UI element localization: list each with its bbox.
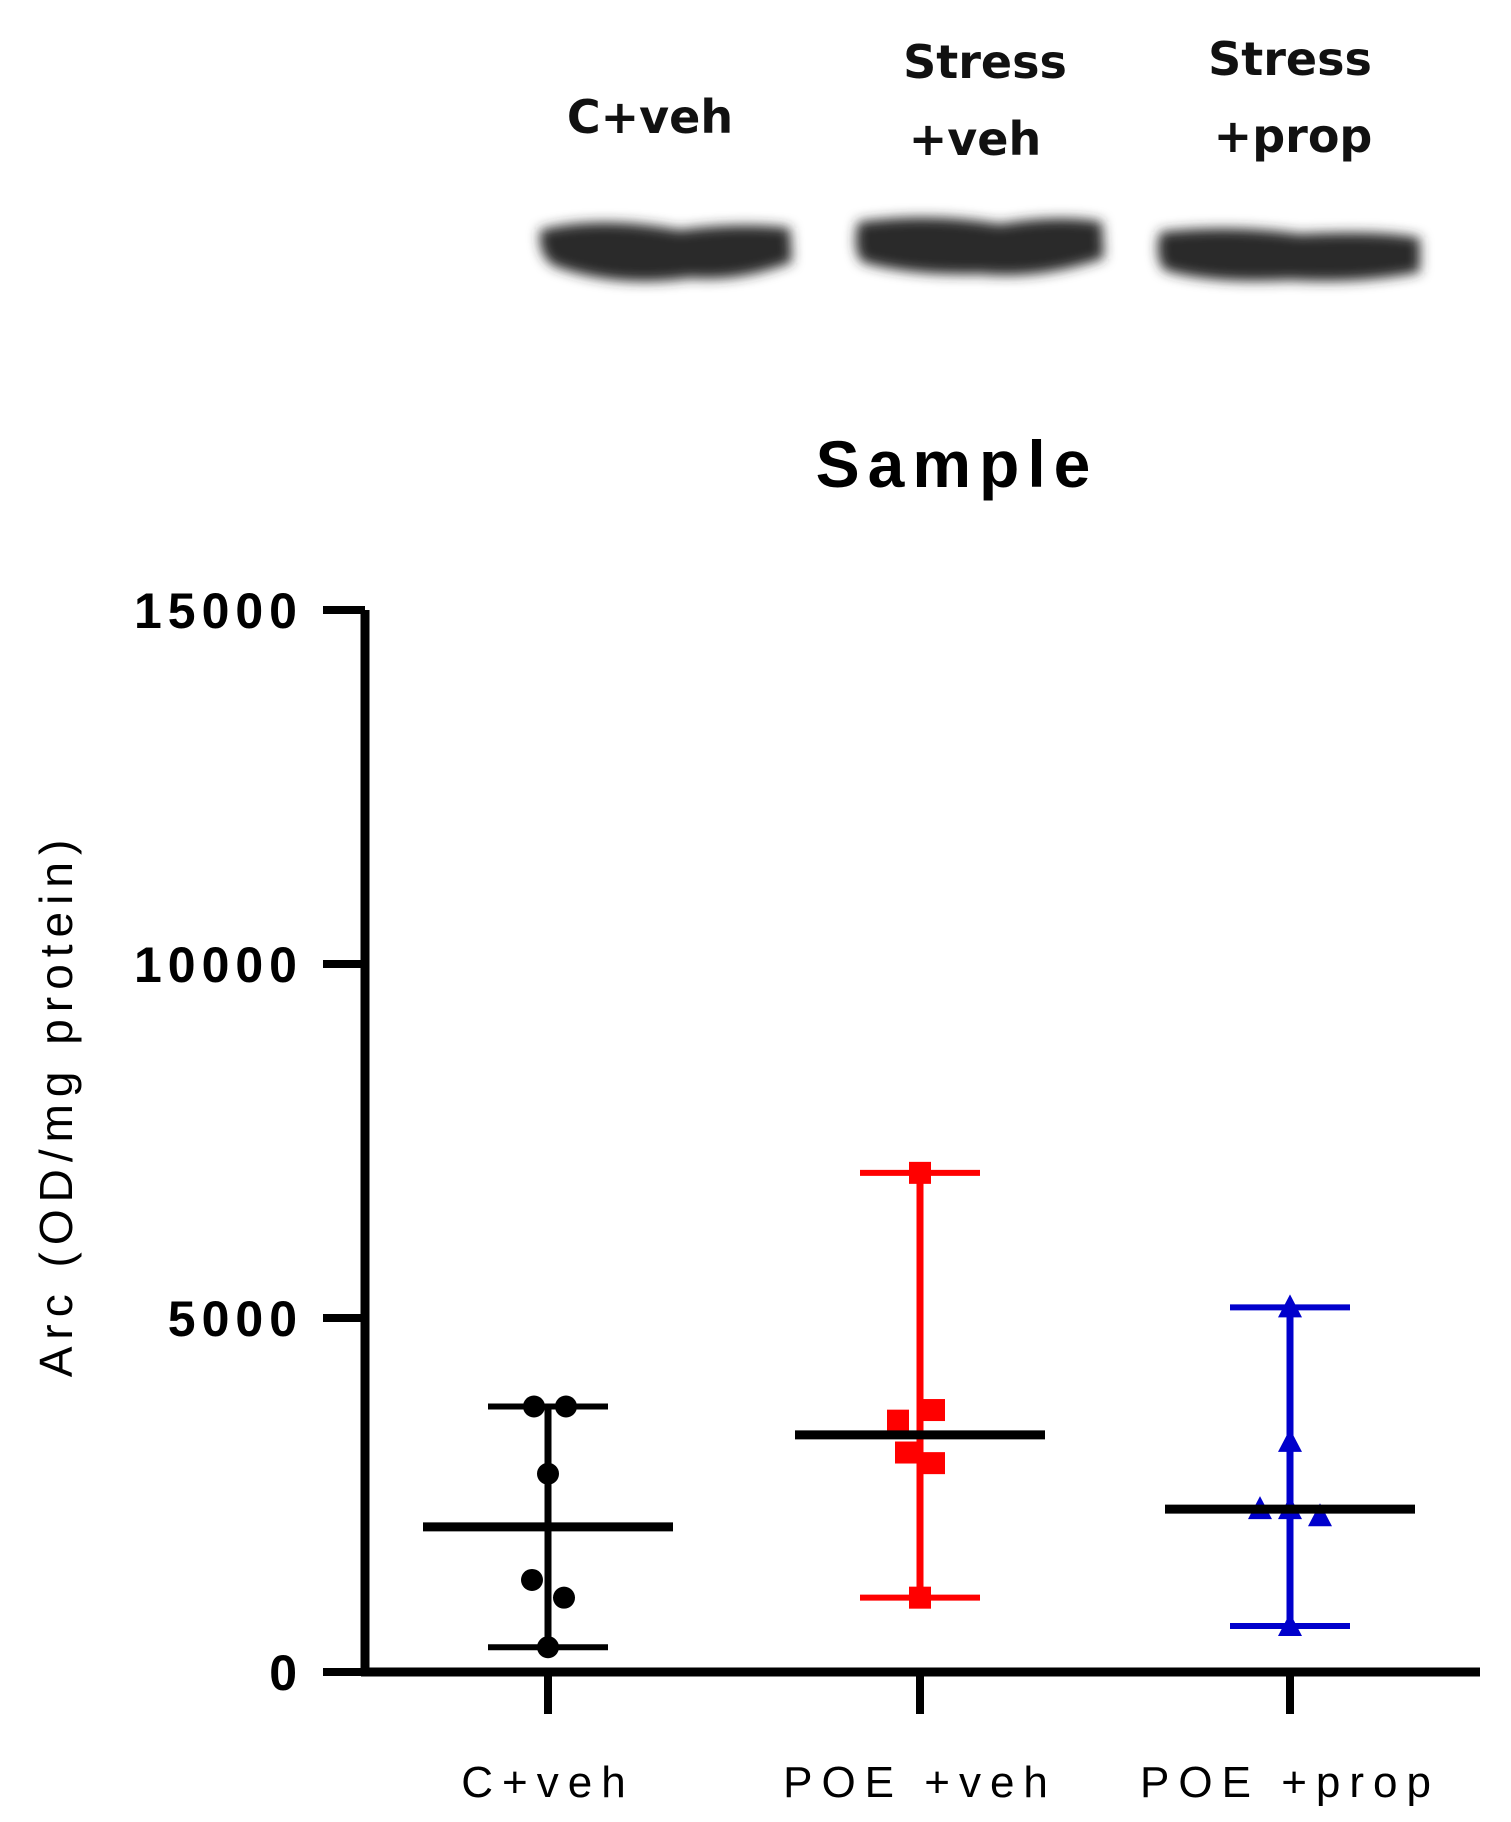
data-point-1-2 — [555, 1395, 577, 1418]
data-point-2-6 — [909, 1586, 931, 1609]
blot-band-1 — [539, 222, 792, 282]
data-point-2-4 — [895, 1441, 917, 1464]
chart-title: Sample — [816, 427, 1099, 501]
series-2 — [795, 1161, 1045, 1609]
data-point-2-3 — [887, 1409, 909, 1432]
data-point-3-2 — [1278, 1428, 1302, 1452]
x-tick-label-1: C+veh — [461, 1758, 634, 1807]
x-tick-label-2: POE +veh — [783, 1758, 1057, 1807]
data-point-1-5 — [553, 1586, 575, 1609]
blot-lane-1-label-line-1: C+veh — [567, 90, 733, 144]
blot-bands — [539, 217, 1420, 282]
blot-lane-2-label-line-2: +veh — [909, 112, 1041, 166]
series-1 — [423, 1395, 673, 1659]
data-point-1-1 — [523, 1395, 545, 1418]
blot-lane-3-label-line-1: Stress — [1208, 32, 1372, 86]
data-point-3-5 — [1308, 1503, 1332, 1527]
blot-lane-2-label-line-1: Stress — [903, 35, 1067, 89]
blot-band-3 — [1157, 228, 1420, 281]
y-axis-label: Arc (OD/mg protein) — [30, 833, 82, 1378]
chart-axes: 0 5000 10000 15000 C+veh POE +veh POE +prop — [134, 583, 1480, 1807]
data-point-3-6 — [1278, 1612, 1302, 1636]
data-point-1-3 — [537, 1462, 559, 1485]
y-tick-label-0: 0 — [269, 1645, 303, 1701]
data-point-2-2 — [923, 1399, 945, 1422]
y-tick-label-15000: 15000 — [134, 583, 303, 639]
data-point-2-5 — [923, 1452, 945, 1475]
data-point-2-1 — [909, 1161, 931, 1184]
y-tick-label-10000: 10000 — [134, 937, 303, 993]
x-tick-label-3: POE +prop — [1140, 1758, 1440, 1807]
data-point-1-6 — [537, 1636, 559, 1659]
blot-band-2 — [855, 217, 1104, 276]
blot-lane-3-label-line-2: +prop — [1214, 109, 1373, 163]
data-point-3-1 — [1278, 1294, 1302, 1318]
series-3 — [1165, 1294, 1415, 1636]
blot-lane-labels: C+veh Stress +veh Stress +prop — [567, 32, 1372, 166]
data-point-1-4 — [521, 1568, 543, 1591]
chart-marks — [423, 1161, 1415, 1659]
y-tick-label-5000: 5000 — [168, 1291, 303, 1347]
western-blot: C+veh Stress +veh Stress +prop — [539, 32, 1420, 282]
